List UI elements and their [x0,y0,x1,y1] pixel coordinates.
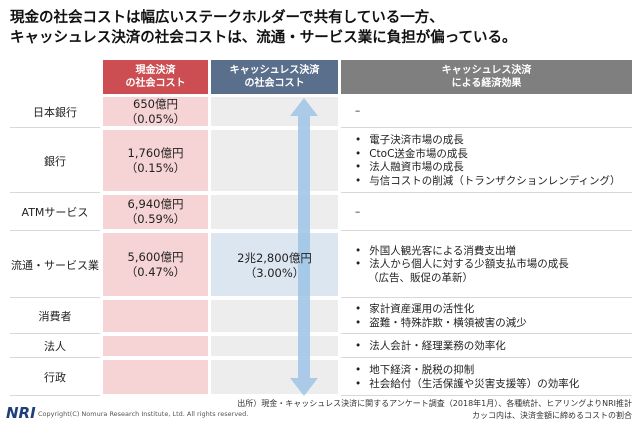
effect-text: 電子決済市場の成長 [369,134,464,146]
cashless-cost: 2兆2,800億円 （3.00%） [211,233,338,298]
cash-cost: （0.59%） [125,212,186,226]
row-label: 法人 [10,336,100,358]
cash-cost: 650億円 [133,96,178,111]
row-label: 日本銀行 [10,97,100,128]
cashless-cost-cell [211,300,338,334]
effect-text: 与信コストの削減（トランザクションレンディング） [369,174,621,187]
cash-cost: 6,940億円 [127,197,184,211]
copyright: Copyright(C) Nomura Research Institute, … [38,410,249,418]
title-line: キャッシュレス決済の社会コストは、流通・サービス業に負担が偏っている。 [10,30,517,46]
effect-cell: • 法人会計・経理業務の効率化 [341,336,632,358]
cashless-cost-cell [211,97,338,128]
effect-note: （広告、販促の革新） [368,271,473,284]
column-header: キャッシュレス決済 による経済効果 [341,60,632,94]
cashless-cost-line: 2兆2,800億円 [237,250,312,265]
header-line: による経済効果 [451,78,522,89]
cash-cost-cell [103,300,208,334]
column-header: 現金決済の社会コスト [103,60,208,94]
effect-item: • 地下経済・脱税の抑制 [355,364,475,376]
header-line: の社会コスト [244,78,305,89]
effect-item: • 与信コストの削減（トランザクションレンディング） [355,174,621,187]
effect-item: • 家計資産運用の活性化 [355,303,475,315]
effect-item: • 法人から個人に対する少額支払市場の成長 [355,258,569,271]
effect-text: 外国人観光客による消費支出増 [369,244,516,257]
effect-cell: – [341,195,632,231]
header-line: の社会コスト [125,78,186,89]
effect-item: • 盗難・特殊詐欺・横領被害の減少 [355,316,527,329]
cashless-cost-cell [211,130,338,193]
row-label: 行政 [10,360,100,396]
cash-cost: （0.47%） [125,264,186,279]
row-label: ATMサービス [10,195,100,231]
column-header: キャッシュレス決済 の社会コスト [211,60,338,94]
effect-dash: – [355,205,361,218]
effect-cell: • 外国人観光客による消費支出増 • 法人から個人に対する少額支払市場の成長 （広告、販… [341,233,632,298]
cash-cost-cell: 5,600億円 （0.47%） [103,233,208,298]
row-label: 銀行 [10,130,100,193]
effect-cell: • 地下経済・脱税の抑制 • 社会給付（生活保護や災害支援等）の効率化 [341,360,632,396]
effect-item: • 社会給付（生活保護や災害支援等）の効率化 [355,377,580,390]
effect-item: • CtoC送金市場の成長 [355,147,468,160]
effect-text: 法人会計・経理業務の効率化 [369,339,506,352]
source: 出所）現金・キャッシュレス決済に関するアンケート調査（2018年1月）、各種統計… [237,399,632,408]
effect-text: 地下経済・脱税の抑制 [369,364,475,376]
cash-cost-cell [103,360,208,396]
effect-text: CtoC送金市場の成長 [369,147,468,160]
effect-item: • 電子決済市場の成長 [355,134,464,146]
header-line: 現金決済 [135,65,176,76]
header-line: キャッシュレス決済 [441,65,532,76]
arrow [290,98,318,396]
effect-item: • 法人会計・経理業務の効率化 [355,339,506,352]
cashless-cost-cell [211,195,338,231]
cash-cost-cell: 6,940億円 （0.59%） [103,195,208,231]
effect-cell: • 電子決済市場の成長 • CtoC送金市場の成長 • 法人融資市場の成長 • 与信コストの削… [341,130,632,193]
cashless-cost-cell [211,233,338,298]
effect-dash: – [355,105,361,118]
cash-cost-cell: 650億円 （0.05%） [103,97,208,128]
title-line: 現金の社会コストは幅広いステークホルダーで共有している一方、 [10,10,444,26]
cash-cost-cell [103,336,208,358]
logo: NRI [6,404,36,422]
effect-item: • 外国人観光客による消費支出増 [355,244,516,257]
effect-text: 盗難・特殊詐欺・横領被害の減少 [369,316,527,329]
effect-text: 法人融資市場の成長 [369,161,464,173]
cash-cost: （0.15%） [125,160,186,175]
source-note: カッコ内は、決済金額に締めるコストの割合 [472,411,632,420]
effect-text: 家計資産運用の活性化 [369,303,475,315]
effect-text: 法人から個人に対する少額支払市場の成長 [369,258,569,271]
cash-cost-cell: 1,760億円 （0.15%） [103,130,208,193]
cash-cost: 5,600億円 [127,249,184,264]
cashless-cost-line: （3.00%） [244,265,305,280]
effect-item: • 法人融資市場の成長 [355,161,464,173]
effect-cell: – [341,97,632,128]
effect-cell: • 家計資産運用の活性化 • 盗難・特殊詐欺・横領被害の減少 [341,300,632,334]
row-label: 消費者 [10,300,100,334]
cash-cost: 1,760億円 [127,145,184,160]
cash-cost: （0.05%） [125,111,186,126]
row-label: 流通・サービス業 [10,233,100,298]
header-line: キャッシュレス決済 [229,65,320,76]
effect-text: 社会給付（生活保護や災害支援等）の効率化 [369,377,580,390]
